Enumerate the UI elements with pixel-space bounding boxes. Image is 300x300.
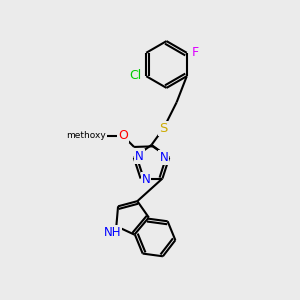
Text: N: N (135, 150, 144, 163)
Text: F: F (192, 46, 199, 59)
Text: N: N (142, 173, 150, 186)
Text: O: O (118, 129, 128, 142)
Text: N: N (159, 151, 168, 164)
Text: S: S (159, 122, 168, 135)
Text: methoxy: methoxy (66, 131, 106, 140)
Text: NH: NH (104, 226, 122, 239)
Text: Cl: Cl (130, 69, 142, 82)
